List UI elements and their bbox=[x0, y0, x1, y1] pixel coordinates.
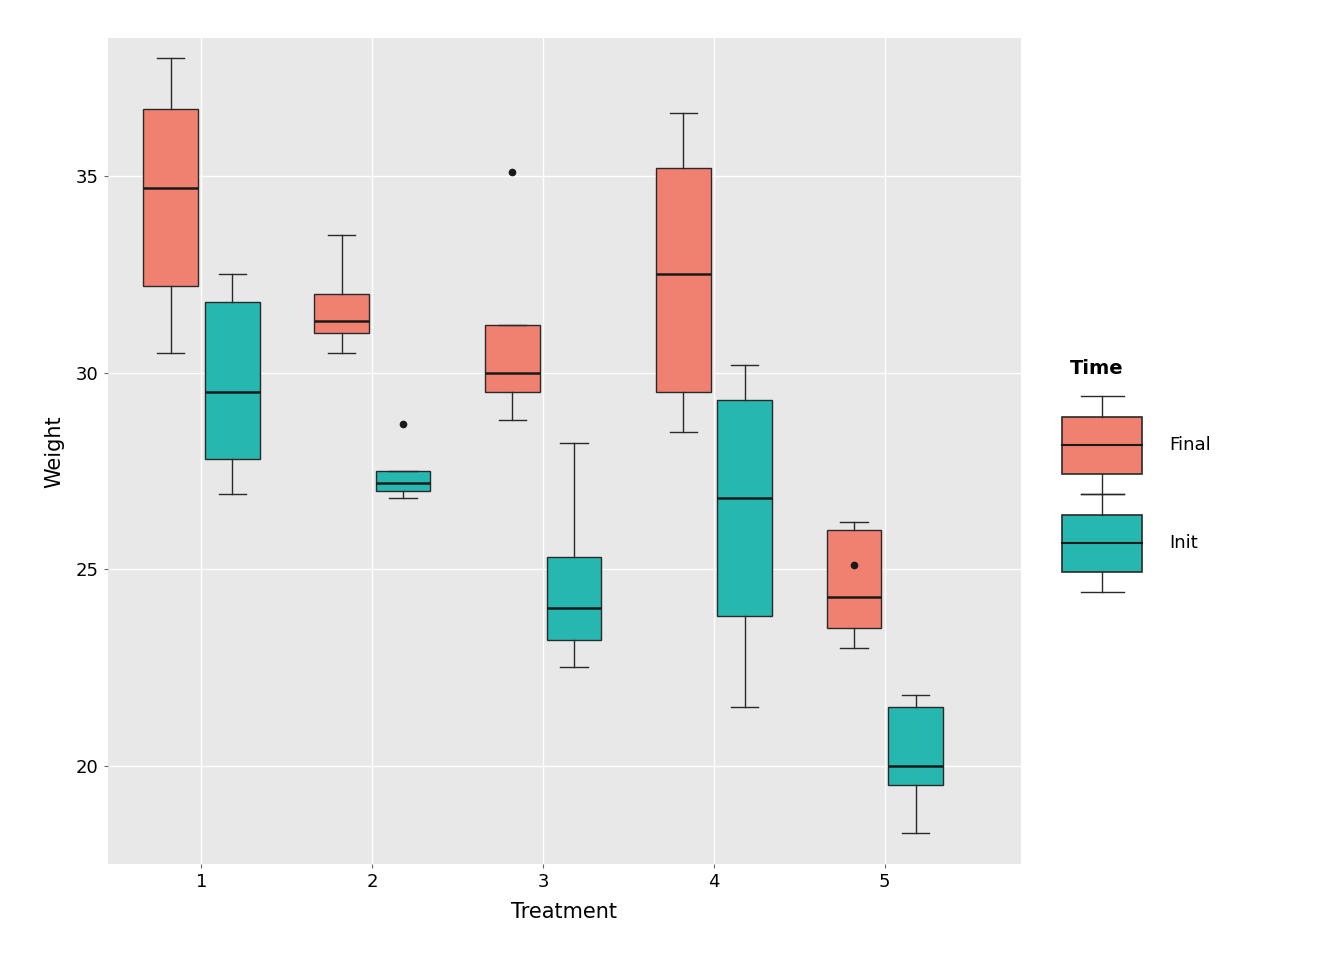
Text: Time: Time bbox=[1070, 359, 1124, 378]
Text: Init: Init bbox=[1169, 535, 1198, 552]
Text: Final: Final bbox=[1169, 437, 1211, 454]
PathPatch shape bbox=[547, 558, 601, 640]
PathPatch shape bbox=[485, 325, 540, 393]
PathPatch shape bbox=[718, 400, 771, 616]
PathPatch shape bbox=[204, 301, 259, 459]
PathPatch shape bbox=[144, 109, 198, 286]
FancyBboxPatch shape bbox=[1062, 515, 1142, 572]
PathPatch shape bbox=[888, 707, 943, 785]
X-axis label: Treatment: Treatment bbox=[512, 902, 617, 923]
Y-axis label: Weight: Weight bbox=[44, 415, 65, 488]
FancyBboxPatch shape bbox=[1062, 417, 1142, 474]
PathPatch shape bbox=[376, 470, 430, 491]
PathPatch shape bbox=[656, 168, 711, 393]
PathPatch shape bbox=[314, 294, 368, 333]
PathPatch shape bbox=[827, 530, 882, 628]
